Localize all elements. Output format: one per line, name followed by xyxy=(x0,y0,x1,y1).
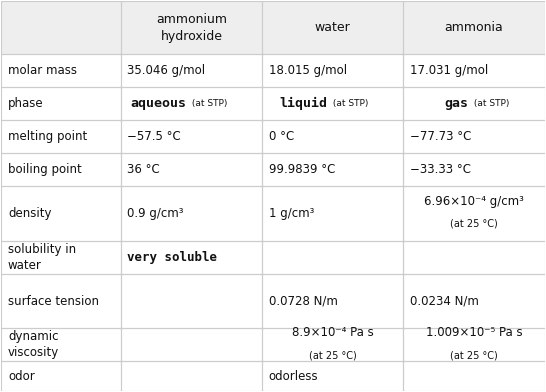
Text: molar mass: molar mass xyxy=(8,64,77,77)
Bar xyxy=(403,328,544,361)
Bar xyxy=(262,186,403,241)
Text: solubility in
water: solubility in water xyxy=(8,243,76,272)
Text: water: water xyxy=(315,21,351,34)
Bar xyxy=(403,186,544,241)
Bar xyxy=(403,2,544,54)
Text: (at 25 °C): (at 25 °C) xyxy=(309,350,357,360)
Text: dynamic
viscosity: dynamic viscosity xyxy=(8,330,59,359)
Text: ammonia: ammonia xyxy=(444,21,503,34)
Bar xyxy=(121,361,262,390)
Bar xyxy=(2,328,121,361)
Text: odor: odor xyxy=(8,370,34,383)
Text: −33.33 °C: −33.33 °C xyxy=(410,163,471,176)
Text: density: density xyxy=(8,207,51,220)
Bar xyxy=(121,2,262,54)
Bar xyxy=(262,328,403,361)
Bar xyxy=(2,274,121,328)
Bar xyxy=(262,274,403,328)
Bar xyxy=(262,120,403,153)
Text: odorless: odorless xyxy=(269,370,318,383)
Bar xyxy=(403,274,544,328)
Bar xyxy=(121,54,262,87)
Bar xyxy=(262,241,403,274)
Bar xyxy=(403,120,544,153)
Text: aqueous: aqueous xyxy=(130,97,186,110)
Text: 17.031 g/mol: 17.031 g/mol xyxy=(410,64,488,77)
Text: phase: phase xyxy=(8,97,44,110)
Text: 36 °C: 36 °C xyxy=(127,163,160,176)
Text: (at STP): (at STP) xyxy=(330,99,369,108)
Text: very soluble: very soluble xyxy=(127,251,217,264)
Text: 0.0234 N/m: 0.0234 N/m xyxy=(410,295,479,308)
Text: (at 25 °C): (at 25 °C) xyxy=(450,219,498,229)
Bar xyxy=(2,120,121,153)
Bar xyxy=(262,153,403,186)
Bar xyxy=(121,328,262,361)
Text: surface tension: surface tension xyxy=(8,295,99,308)
Text: 6.96×10⁻⁴ g/cm³: 6.96×10⁻⁴ g/cm³ xyxy=(424,195,524,208)
Bar xyxy=(121,241,262,274)
Bar xyxy=(121,274,262,328)
Text: gas: gas xyxy=(444,97,468,110)
Text: melting point: melting point xyxy=(8,130,87,143)
Text: (at STP): (at STP) xyxy=(189,99,227,108)
Bar xyxy=(403,361,544,390)
Text: 1.009×10⁻⁵ Pa s: 1.009×10⁻⁵ Pa s xyxy=(426,327,523,339)
Bar xyxy=(121,87,262,120)
Bar xyxy=(2,186,121,241)
Bar xyxy=(403,153,544,186)
Bar xyxy=(2,241,121,274)
Text: 0.0728 N/m: 0.0728 N/m xyxy=(269,295,337,308)
Text: (at 25 °C): (at 25 °C) xyxy=(450,350,498,360)
Text: 99.9839 °C: 99.9839 °C xyxy=(269,163,335,176)
Text: 0.9 g/cm³: 0.9 g/cm³ xyxy=(127,207,184,220)
Text: liquid: liquid xyxy=(280,97,327,110)
Bar xyxy=(403,87,544,120)
Bar xyxy=(2,153,121,186)
Bar xyxy=(262,87,403,120)
Text: −57.5 °C: −57.5 °C xyxy=(127,130,181,143)
Text: 8.9×10⁻⁴ Pa s: 8.9×10⁻⁴ Pa s xyxy=(292,327,373,339)
Bar xyxy=(121,186,262,241)
Text: 1 g/cm³: 1 g/cm³ xyxy=(269,207,314,220)
Bar xyxy=(121,120,262,153)
Bar xyxy=(403,241,544,274)
Bar xyxy=(262,2,403,54)
Text: −77.73 °C: −77.73 °C xyxy=(410,130,471,143)
Bar xyxy=(2,54,121,87)
Text: 35.046 g/mol: 35.046 g/mol xyxy=(127,64,205,77)
Bar xyxy=(2,361,121,390)
Text: ammonium
hydroxide: ammonium hydroxide xyxy=(156,13,227,43)
Text: (at STP): (at STP) xyxy=(471,99,509,108)
Bar xyxy=(403,54,544,87)
Bar xyxy=(262,54,403,87)
Bar xyxy=(121,153,262,186)
Bar xyxy=(262,361,403,390)
Bar xyxy=(2,2,121,54)
Text: boiling point: boiling point xyxy=(8,163,82,176)
Text: 18.015 g/mol: 18.015 g/mol xyxy=(269,64,347,77)
Text: 0 °C: 0 °C xyxy=(269,130,294,143)
Bar xyxy=(2,87,121,120)
